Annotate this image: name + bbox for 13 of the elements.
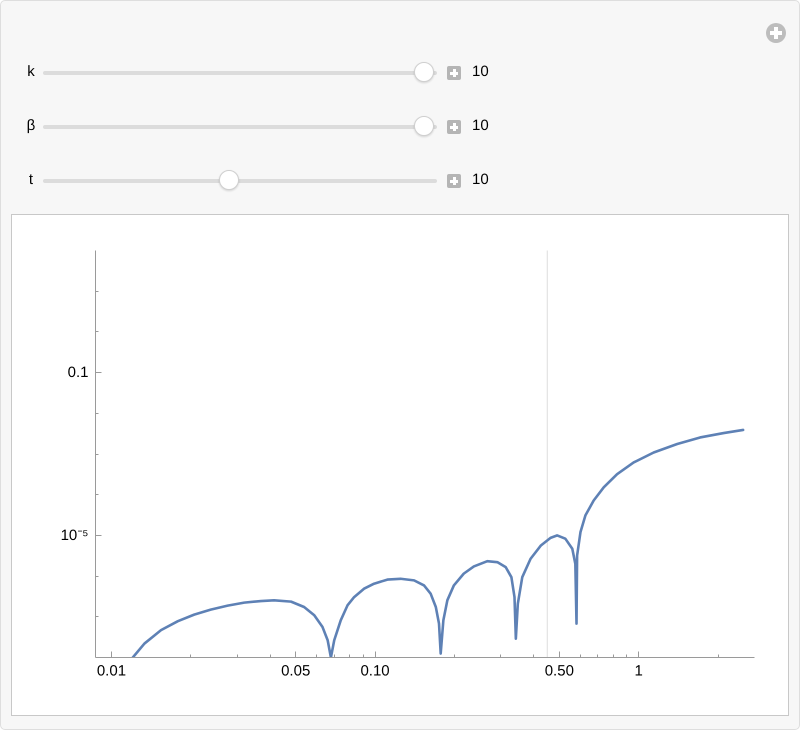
text: 10 [472,170,489,190]
x-tick-label: 0.01 [96,662,126,680]
x-tick-label: 0.10 [360,662,390,680]
text: 10 [472,62,489,82]
text: 10 [472,116,489,136]
y-tick-label: 0.1 [68,364,89,382]
x-tick-label: 0.05 [281,662,310,680]
x-tick-label: 1 [634,662,643,680]
text: k [26,62,36,82]
y-tick-label: 10⁻⁵ [60,526,89,544]
text: β [26,116,36,136]
text: t [28,170,34,190]
x-tick-label: 0.50 [544,662,574,680]
